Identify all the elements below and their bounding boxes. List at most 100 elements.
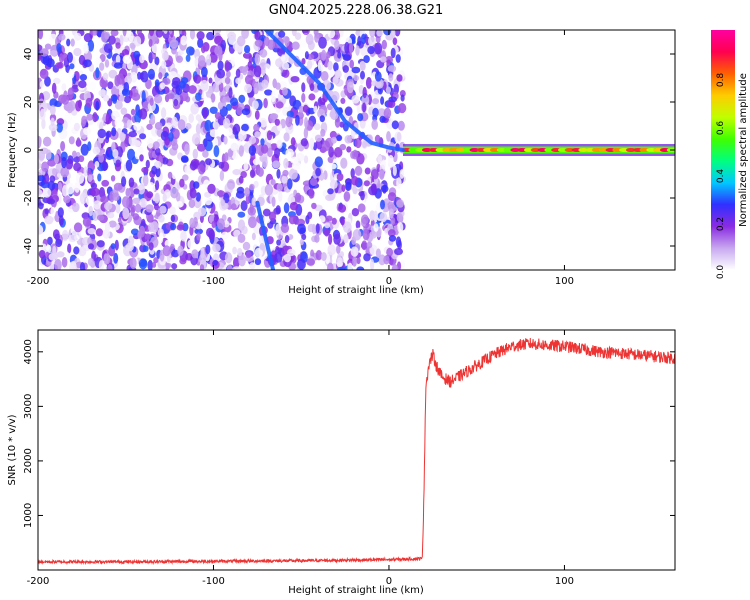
noise-speckle [61,83,67,92]
noise-speckle [197,207,207,217]
noise-speckle [130,228,139,236]
noise-speckle [237,219,246,231]
noise-speckle [98,153,104,163]
noise-speckle [97,173,102,182]
noise-speckle [69,63,75,70]
noise-speckle [52,168,57,176]
noise-speckle [147,68,155,80]
noise-speckle [148,30,155,37]
snr-y-label: SNR (10 * v/v) [7,414,18,485]
noise-speckle [396,74,403,82]
noise-speckle [301,82,306,93]
noise-speckle [216,68,226,79]
noise-speckle [198,55,206,67]
noise-speckle [205,158,213,166]
noise-speckle [87,141,92,152]
noise-speckle [396,213,403,223]
noise-speckle [380,199,385,210]
noise-speckle [328,146,334,158]
noise-speckle [399,169,405,179]
noise-speckle [107,81,114,90]
noise-speckle [287,248,296,257]
noise-speckle [356,153,365,165]
noise-speckle [133,122,142,131]
y-tick-label: -20 [23,190,34,206]
noise-speckle [339,143,347,151]
snr-plot-area [38,330,675,570]
noise-speckle [116,73,125,85]
y-tick-label: 0 [23,147,34,153]
noise-speckle [180,230,187,242]
noise-speckle [170,187,179,199]
noise-speckle [103,43,113,54]
noise-speckle [260,138,265,146]
noise-speckle [230,203,237,211]
x-tick-label: 0 [386,576,392,587]
noise-speckle [320,252,327,261]
noise-speckle [254,131,261,138]
noise-speckle [310,249,315,258]
noise-speckle [276,168,281,179]
noise-speckle [318,36,327,49]
noise-speckle [327,30,336,39]
noise-speckle [275,58,283,68]
noise-speckle [329,179,338,189]
noise-speckle [355,220,361,229]
noise-speckle [110,30,119,37]
noise-speckle [154,94,163,104]
noise-speckle [349,42,354,54]
noise-speckle [275,205,281,214]
noise-speckle [121,176,127,187]
noise-speckle [151,43,161,54]
noise-speckle [58,215,64,226]
noise-speckle [253,123,260,132]
noise-speckle [334,69,342,79]
noise-speckle [49,98,58,108]
noise-speckle [100,31,108,43]
noise-speckle [217,101,223,110]
noise-speckle [86,113,94,121]
noise-speckle [177,245,184,256]
noise-speckle [192,181,200,189]
noise-speckle [249,262,256,270]
noise-speckle [204,198,212,206]
noise-speckle [44,208,50,215]
noise-speckle [326,51,331,59]
noise-speckle [66,38,71,47]
noise-speckle [188,113,194,123]
noise-speckle [254,30,261,41]
noise-speckle [313,30,319,36]
noise-speckle [82,217,92,227]
noise-speckle [200,79,209,92]
noise-speckle [346,146,352,153]
noise-speckle [138,184,145,195]
noise-speckle [386,247,393,257]
noise-speckle [387,65,397,73]
noise-speckle [74,32,82,41]
noise-speckle [303,127,309,139]
noise-speckle [370,258,375,270]
noise-speckle [195,192,201,202]
noise-speckle [64,111,72,124]
noise-speckle [168,132,174,142]
noise-speckle [134,203,142,213]
noise-speckle [336,172,344,182]
noise-speckle [212,243,221,253]
noise-speckle [112,192,120,201]
noise-speckle [274,147,280,159]
noise-speckle [360,33,367,45]
noise-speckle [310,177,318,186]
noise-speckle [291,161,301,171]
noise-speckle [334,30,340,36]
noise-speckle [395,54,401,63]
noise-speckle [47,180,56,191]
noise-speckle [263,215,271,224]
noise-speckle [303,155,309,164]
noise-speckle [325,194,334,201]
noise-speckle [160,107,167,119]
noise-speckle [388,208,394,219]
noise-speckle [287,178,293,190]
noise-speckle [347,262,353,270]
noise-speckle [387,192,397,202]
